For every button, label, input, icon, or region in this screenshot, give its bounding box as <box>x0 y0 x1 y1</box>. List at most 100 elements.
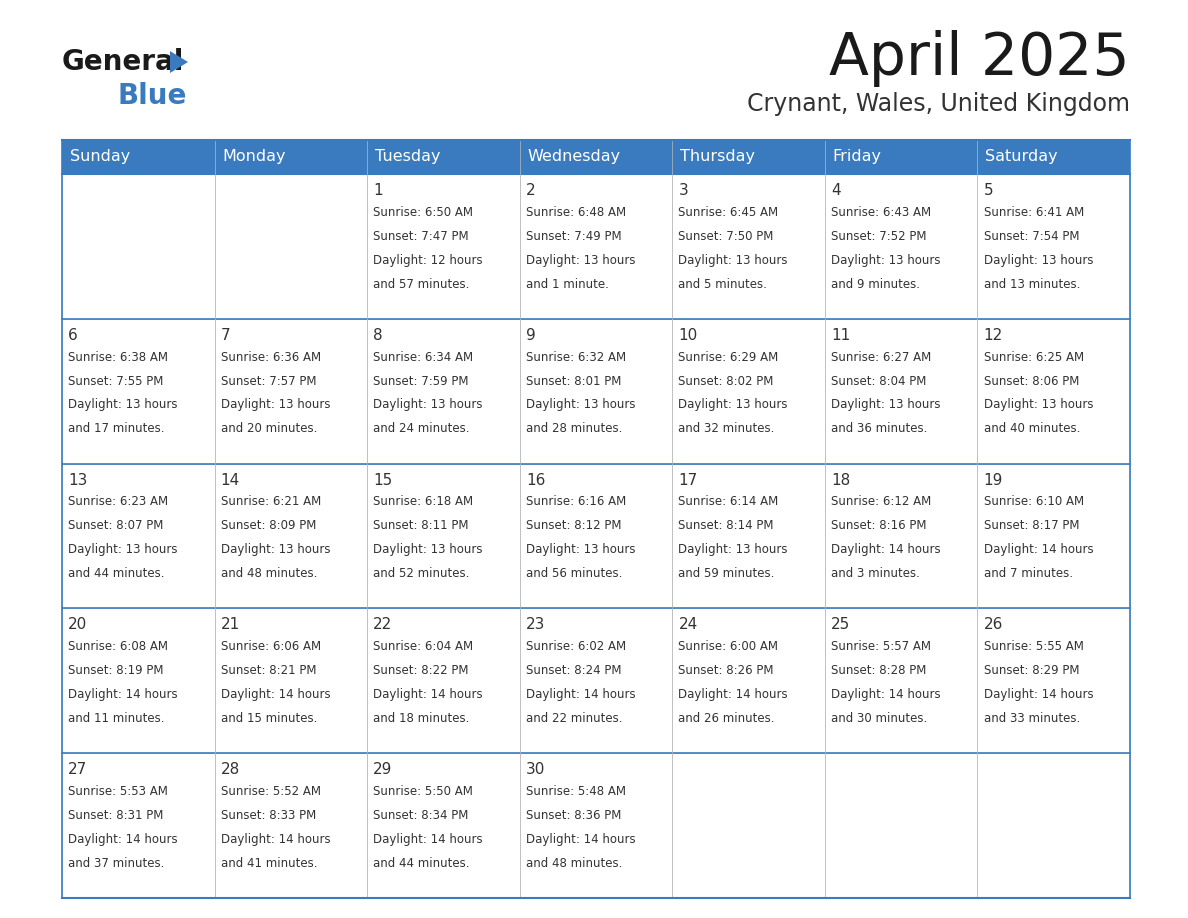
Bar <box>824 609 978 753</box>
Bar <box>824 753 978 898</box>
Text: 21: 21 <box>221 618 240 633</box>
Bar <box>519 609 672 753</box>
Text: Sunrise: 6:02 AM: Sunrise: 6:02 AM <box>526 640 626 654</box>
Text: 29: 29 <box>373 762 392 778</box>
Text: Sunset: 8:36 PM: Sunset: 8:36 PM <box>526 809 621 822</box>
Text: Sunrise: 6:14 AM: Sunrise: 6:14 AM <box>678 496 778 509</box>
Text: Sunrise: 6:29 AM: Sunrise: 6:29 AM <box>678 351 778 364</box>
Text: Daylight: 14 hours: Daylight: 14 hours <box>830 543 941 556</box>
Text: Sunrise: 5:55 AM: Sunrise: 5:55 AM <box>984 640 1083 654</box>
Text: Daylight: 14 hours: Daylight: 14 hours <box>373 833 482 845</box>
Bar <box>367 319 519 464</box>
Text: and 22 minutes.: and 22 minutes. <box>526 712 623 725</box>
Text: Sunrise: 6:38 AM: Sunrise: 6:38 AM <box>68 351 169 364</box>
Text: Daylight: 14 hours: Daylight: 14 hours <box>526 688 636 701</box>
Text: and 40 minutes.: and 40 minutes. <box>984 422 1080 435</box>
Text: 17: 17 <box>678 473 697 487</box>
Text: Sunset: 8:26 PM: Sunset: 8:26 PM <box>678 664 773 677</box>
Text: Sunset: 8:02 PM: Sunset: 8:02 PM <box>678 375 773 387</box>
Text: 9: 9 <box>526 328 536 342</box>
Bar <box>672 174 824 319</box>
Text: and 44 minutes.: and 44 minutes. <box>68 567 165 580</box>
Text: Sunrise: 6:27 AM: Sunrise: 6:27 AM <box>830 351 931 364</box>
Text: and 24 minutes.: and 24 minutes. <box>373 422 469 435</box>
Text: 11: 11 <box>830 328 851 342</box>
Text: Sunrise: 6:18 AM: Sunrise: 6:18 AM <box>373 496 473 509</box>
Text: Sunset: 7:55 PM: Sunset: 7:55 PM <box>68 375 164 387</box>
Text: 18: 18 <box>830 473 851 487</box>
Text: Sunrise: 6:25 AM: Sunrise: 6:25 AM <box>984 351 1083 364</box>
Bar <box>62 609 215 753</box>
Bar <box>519 319 672 464</box>
Text: Sunrise: 6:12 AM: Sunrise: 6:12 AM <box>830 496 931 509</box>
Text: Sunset: 8:16 PM: Sunset: 8:16 PM <box>830 520 927 532</box>
Bar <box>824 319 978 464</box>
Text: Sunset: 7:47 PM: Sunset: 7:47 PM <box>373 230 469 242</box>
Text: Sunrise: 6:04 AM: Sunrise: 6:04 AM <box>373 640 473 654</box>
Bar <box>215 319 367 464</box>
Text: Sunrise: 6:45 AM: Sunrise: 6:45 AM <box>678 206 778 218</box>
Text: 25: 25 <box>830 618 851 633</box>
Text: Daylight: 13 hours: Daylight: 13 hours <box>678 398 788 411</box>
Bar <box>672 753 824 898</box>
Text: Thursday: Thursday <box>680 150 754 164</box>
Text: 7: 7 <box>221 328 230 342</box>
Text: 3: 3 <box>678 183 688 198</box>
Text: Sunset: 8:29 PM: Sunset: 8:29 PM <box>984 664 1079 677</box>
Text: 1: 1 <box>373 183 383 198</box>
Text: Wednesday: Wednesday <box>527 150 620 164</box>
Text: Sunset: 8:22 PM: Sunset: 8:22 PM <box>373 664 469 677</box>
Text: Saturday: Saturday <box>985 150 1057 164</box>
Bar <box>824 464 978 609</box>
Text: Daylight: 13 hours: Daylight: 13 hours <box>830 398 941 411</box>
Text: 6: 6 <box>68 328 78 342</box>
Text: Sunrise: 5:50 AM: Sunrise: 5:50 AM <box>373 785 473 798</box>
Bar <box>367 753 519 898</box>
Text: and 52 minutes.: and 52 minutes. <box>373 567 469 580</box>
Text: 24: 24 <box>678 618 697 633</box>
Text: and 33 minutes.: and 33 minutes. <box>984 712 1080 725</box>
Text: 27: 27 <box>68 762 88 778</box>
Text: Sunset: 8:06 PM: Sunset: 8:06 PM <box>984 375 1079 387</box>
Text: Daylight: 14 hours: Daylight: 14 hours <box>984 688 1093 701</box>
Text: General: General <box>62 48 184 76</box>
Text: and 28 minutes.: and 28 minutes. <box>526 422 623 435</box>
Text: 15: 15 <box>373 473 392 487</box>
Text: 16: 16 <box>526 473 545 487</box>
Bar <box>978 609 1130 753</box>
Text: Sunset: 7:57 PM: Sunset: 7:57 PM <box>221 375 316 387</box>
Text: and 3 minutes.: and 3 minutes. <box>830 567 920 580</box>
Text: 14: 14 <box>221 473 240 487</box>
Text: Daylight: 14 hours: Daylight: 14 hours <box>373 688 482 701</box>
Bar <box>824 174 978 319</box>
Text: Daylight: 14 hours: Daylight: 14 hours <box>984 543 1093 556</box>
Text: Daylight: 13 hours: Daylight: 13 hours <box>68 543 177 556</box>
Text: Sunrise: 6:36 AM: Sunrise: 6:36 AM <box>221 351 321 364</box>
Text: Sunset: 8:34 PM: Sunset: 8:34 PM <box>373 809 468 822</box>
Text: Sunset: 8:24 PM: Sunset: 8:24 PM <box>526 664 621 677</box>
Text: Daylight: 14 hours: Daylight: 14 hours <box>221 833 330 845</box>
Text: Sunrise: 5:57 AM: Sunrise: 5:57 AM <box>830 640 931 654</box>
Text: Daylight: 13 hours: Daylight: 13 hours <box>984 398 1093 411</box>
Text: Sunset: 8:11 PM: Sunset: 8:11 PM <box>373 520 469 532</box>
Text: and 20 minutes.: and 20 minutes. <box>221 422 317 435</box>
Text: Daylight: 14 hours: Daylight: 14 hours <box>830 688 941 701</box>
Text: Daylight: 13 hours: Daylight: 13 hours <box>68 398 177 411</box>
Text: and 17 minutes.: and 17 minutes. <box>68 422 165 435</box>
Text: and 30 minutes.: and 30 minutes. <box>830 712 927 725</box>
Text: and 1 minute.: and 1 minute. <box>526 277 608 290</box>
Text: Sunset: 7:59 PM: Sunset: 7:59 PM <box>373 375 469 387</box>
Text: Daylight: 13 hours: Daylight: 13 hours <box>221 398 330 411</box>
Text: Daylight: 12 hours: Daylight: 12 hours <box>373 253 482 266</box>
Text: Sunset: 8:01 PM: Sunset: 8:01 PM <box>526 375 621 387</box>
Text: Daylight: 13 hours: Daylight: 13 hours <box>984 253 1093 266</box>
Text: Sunrise: 5:52 AM: Sunrise: 5:52 AM <box>221 785 321 798</box>
Bar <box>62 753 215 898</box>
Text: Daylight: 14 hours: Daylight: 14 hours <box>68 833 178 845</box>
Text: Sunset: 8:17 PM: Sunset: 8:17 PM <box>984 520 1079 532</box>
Bar <box>62 464 215 609</box>
Text: Daylight: 13 hours: Daylight: 13 hours <box>678 253 788 266</box>
Text: Sunrise: 6:41 AM: Sunrise: 6:41 AM <box>984 206 1083 218</box>
Text: Sunset: 8:19 PM: Sunset: 8:19 PM <box>68 664 164 677</box>
Text: 2: 2 <box>526 183 536 198</box>
